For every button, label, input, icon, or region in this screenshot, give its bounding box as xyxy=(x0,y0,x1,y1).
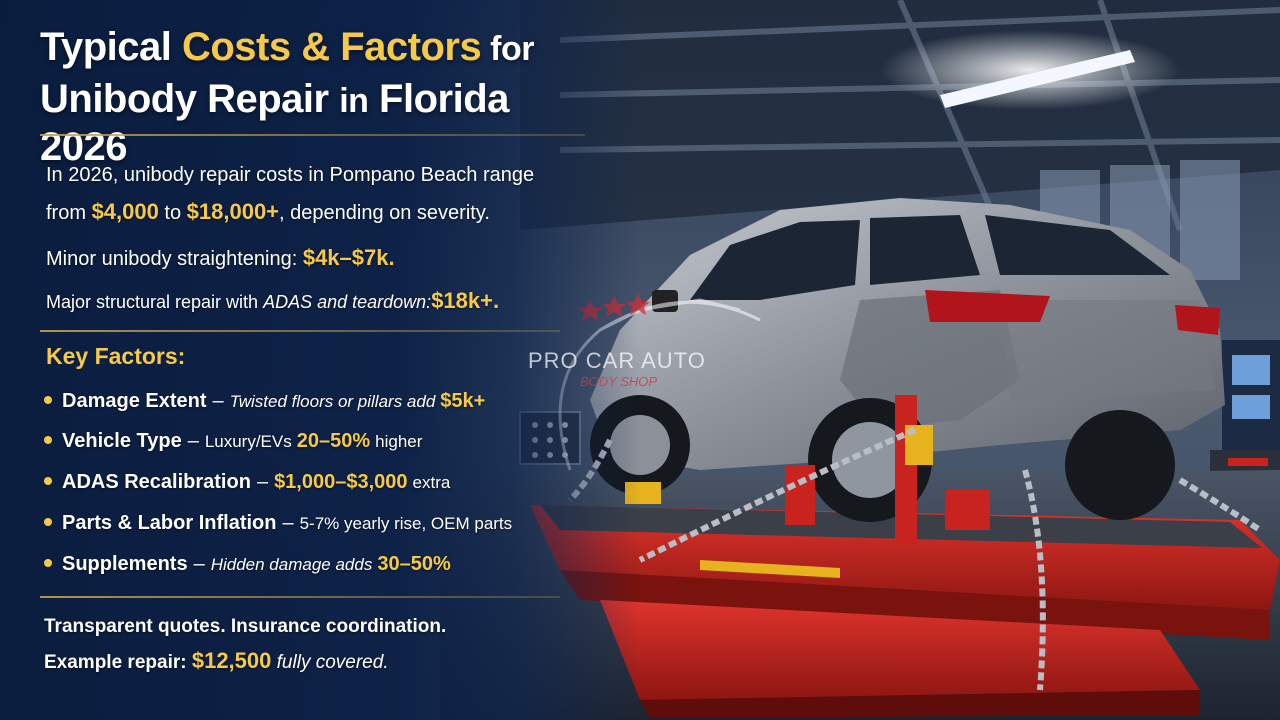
bullet-icon xyxy=(44,396,52,404)
factor-item: ADAS Recalibration – $1,000–$3,000 extra xyxy=(44,469,450,496)
section-divider xyxy=(40,330,560,332)
intro-line-2: from $4,000 to $18,000+, depending on se… xyxy=(46,199,490,224)
page-title-line-2: Unibody Repair in Florida 2026 xyxy=(40,77,509,169)
major-repair-line: Major structural repair with ADAS and te… xyxy=(46,288,500,313)
bullet-icon xyxy=(44,559,52,567)
factor-item: Damage Extent – Twisted floors or pillars… xyxy=(44,388,485,415)
factor-item: Vehicle Type – Luxury/EVs 20–50% higher xyxy=(44,428,422,455)
page-title-line-1: Typical Costs & Factors for xyxy=(40,25,535,69)
factor-item: Parts & Labor Inflation – 5-7% yearly ris… xyxy=(44,510,512,537)
title-divider xyxy=(40,134,585,136)
bullet-icon xyxy=(44,436,52,444)
key-factors-heading: Key Factors: xyxy=(46,343,186,369)
intro-line-1: In 2026, unibody repair costs in Pompano… xyxy=(46,164,535,186)
bullet-icon xyxy=(44,518,52,526)
footer-line-2: Example repair: $12,500 fully covered. xyxy=(44,648,389,673)
text-panel xyxy=(0,0,640,720)
footer-divider xyxy=(40,596,560,598)
footer-line-1: Transparent quotes. Insurance coordinati… xyxy=(44,616,447,637)
watermark-logo: PRO CAR AUTO xyxy=(528,348,706,373)
bullet-icon xyxy=(44,477,52,485)
factor-item: Supplements – Hidden damage adds 30–50% xyxy=(44,551,451,578)
minor-repair-line: Minor unibody straightening: $4k–$7k. xyxy=(46,245,395,270)
watermark-logo-sub: BODY SHOP xyxy=(580,374,658,389)
